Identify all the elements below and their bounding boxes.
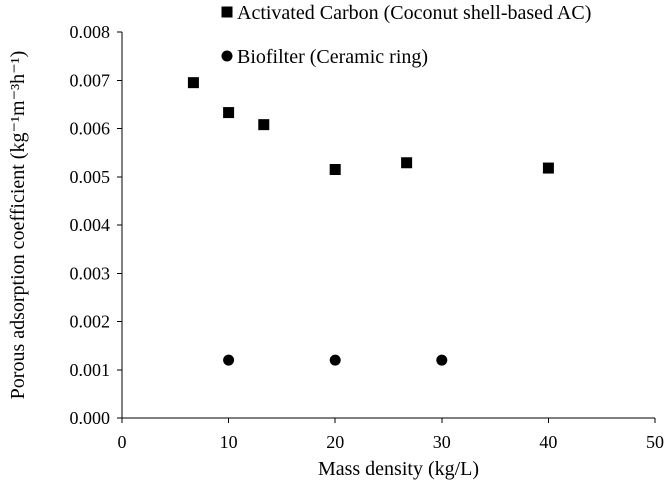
data-point xyxy=(401,157,413,169)
legend-marker xyxy=(221,6,233,18)
x-axis-ticks: 0 10 20 30 40 50 xyxy=(118,418,664,452)
data-point xyxy=(436,354,448,366)
x-tick-label: 40 xyxy=(539,432,557,452)
data-point xyxy=(223,107,235,119)
x-tick-label: 50 xyxy=(646,432,664,452)
legend-marker xyxy=(221,50,233,62)
data-point xyxy=(223,354,235,366)
legend: Activated Carbon (Coconut shell-based AC… xyxy=(221,2,591,68)
y-axis-label: Porous adsorption coefficient (kg⁻¹m⁻³h⁻… xyxy=(7,51,29,400)
legend-item: Biofilter (Ceramic ring) xyxy=(221,46,428,68)
x-tick-label: 0 xyxy=(118,432,127,452)
legend-item: Activated Carbon (Coconut shell-based AC… xyxy=(221,2,591,24)
data-point xyxy=(187,77,199,89)
data-point xyxy=(542,162,554,174)
data-point xyxy=(329,164,341,176)
x-tick-label: 30 xyxy=(433,432,451,452)
y-tick-label: 0.005 xyxy=(70,167,111,187)
data-points xyxy=(187,77,554,366)
y-axis-ticks: 0.000 0.001 0.002 0.003 0.004 0.005 0.006 0.007… xyxy=(70,22,122,428)
y-tick-label: 0.006 xyxy=(70,119,111,139)
y-tick-label: 0.000 xyxy=(70,408,111,428)
y-tick-label: 0.001 xyxy=(70,360,111,380)
x-axis-label: Mass density (kg/L) xyxy=(318,458,479,480)
data-point xyxy=(258,119,270,131)
data-point xyxy=(329,354,341,366)
series-1 xyxy=(187,77,554,176)
x-tick-label: 20 xyxy=(326,432,344,452)
y-tick-label: 0.008 xyxy=(70,22,111,42)
series-2 xyxy=(223,354,448,366)
legend-label: Activated Carbon (Coconut shell-based AC… xyxy=(237,2,591,24)
y-tick-label: 0.004 xyxy=(70,215,111,235)
x-tick-label: 10 xyxy=(220,432,238,452)
legend-label: Biofilter (Ceramic ring) xyxy=(237,46,428,68)
y-tick-label: 0.003 xyxy=(70,263,111,283)
y-tick-label: 0.002 xyxy=(70,312,111,332)
y-tick-label: 0.007 xyxy=(70,70,111,90)
